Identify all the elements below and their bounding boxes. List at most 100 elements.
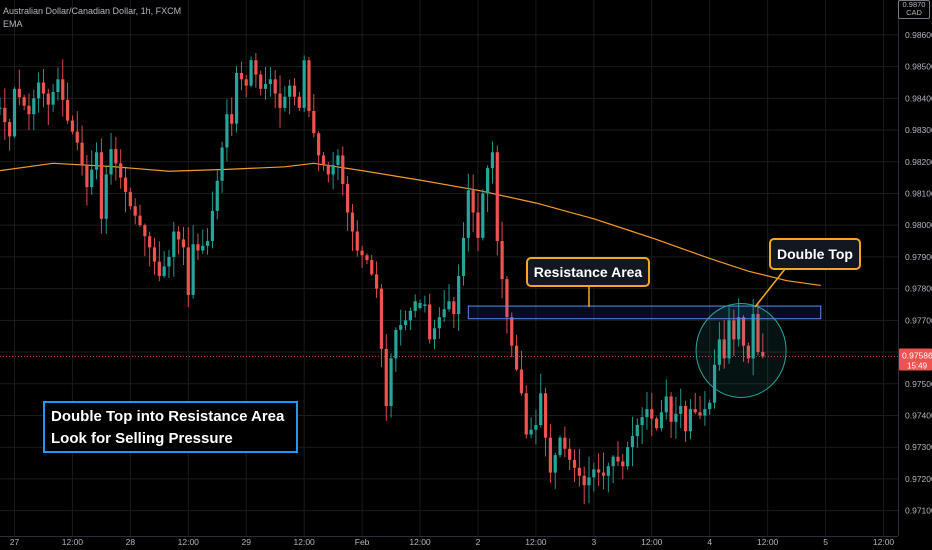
candle-body bbox=[587, 477, 591, 486]
candle-body bbox=[307, 60, 311, 112]
candle-body bbox=[548, 437, 552, 473]
x-tick-label: 2 bbox=[476, 537, 481, 547]
candle-body bbox=[437, 317, 441, 329]
price-axis-panel bbox=[898, 0, 932, 550]
candles-layer bbox=[0, 52, 765, 505]
candle-body bbox=[476, 212, 480, 238]
candle-body bbox=[529, 429, 533, 435]
candle-body bbox=[413, 301, 417, 311]
x-tick-label: 12:00 bbox=[409, 537, 431, 547]
candle-body bbox=[186, 247, 190, 295]
candle-body bbox=[70, 120, 75, 132]
candle-body bbox=[568, 448, 572, 460]
x-tick-label: 12:00 bbox=[178, 537, 200, 547]
candle-body bbox=[563, 437, 567, 449]
x-tick-label: 4 bbox=[707, 537, 712, 547]
x-tick-label: 12:00 bbox=[62, 537, 84, 547]
candle-body bbox=[167, 256, 171, 267]
candle-body bbox=[616, 456, 620, 462]
candle-body bbox=[717, 339, 721, 365]
candle-body bbox=[123, 177, 128, 192]
annotation-shapes bbox=[467, 268, 822, 398]
candle-body bbox=[360, 250, 364, 256]
candle-body bbox=[703, 409, 707, 416]
candle-body bbox=[302, 60, 306, 108]
candle-body bbox=[577, 467, 581, 476]
candle-body bbox=[495, 152, 499, 242]
candle-body bbox=[355, 231, 359, 251]
candle-body bbox=[239, 72, 243, 80]
candle-body bbox=[732, 320, 736, 340]
candle-body bbox=[152, 247, 157, 262]
candle-body bbox=[403, 320, 408, 326]
candle-body bbox=[3, 107, 7, 123]
x-tick-label: 12:00 bbox=[294, 537, 316, 547]
candle-body bbox=[457, 275, 461, 314]
candle-body bbox=[263, 84, 268, 89]
candle-body bbox=[374, 274, 379, 289]
candle-body bbox=[635, 424, 639, 437]
candle-body bbox=[148, 236, 152, 248]
currency-badge: 0.9870 CAD bbox=[898, 0, 930, 19]
candle-body bbox=[317, 133, 321, 156]
candle-body bbox=[143, 225, 147, 237]
ema-indicator-label[interactable]: EMA bbox=[3, 19, 23, 29]
candle-body bbox=[22, 97, 26, 106]
candle-body bbox=[606, 466, 610, 476]
symbol-title[interactable]: Australian Dollar/Canadian Dollar, 1h, F… bbox=[3, 6, 182, 16]
candle-body bbox=[177, 231, 181, 240]
candle-body bbox=[626, 447, 630, 467]
candle-body bbox=[341, 155, 345, 184]
candle-body bbox=[389, 358, 393, 406]
candle-body bbox=[297, 96, 301, 108]
candle-body bbox=[693, 409, 697, 413]
candle-body bbox=[399, 325, 403, 330]
candle-body bbox=[423, 304, 427, 307]
double-top-callout: Double Top bbox=[769, 238, 861, 270]
candle-body bbox=[601, 472, 606, 476]
candle-body bbox=[539, 393, 543, 425]
candle-body bbox=[114, 149, 118, 164]
candle-body bbox=[249, 60, 253, 86]
chart-grid bbox=[0, 0, 898, 536]
x-tick-label: 12:00 bbox=[757, 537, 779, 547]
candle-body bbox=[210, 210, 215, 242]
candle-body bbox=[94, 152, 99, 170]
double-top-circle bbox=[695, 302, 787, 398]
candle-body bbox=[428, 304, 432, 340]
candle-body bbox=[432, 328, 437, 340]
candle-body bbox=[379, 288, 384, 349]
candle-body bbox=[737, 317, 741, 340]
candle-body bbox=[331, 164, 335, 175]
candle-body bbox=[128, 191, 132, 207]
candle-body bbox=[283, 96, 287, 108]
candle-body bbox=[466, 190, 470, 238]
candle-body bbox=[37, 82, 41, 99]
candle-body bbox=[712, 364, 717, 403]
candle-body bbox=[727, 320, 731, 359]
candle-body bbox=[756, 313, 760, 353]
candle-body bbox=[384, 348, 388, 406]
candle-body bbox=[109, 149, 113, 175]
candle-body bbox=[597, 469, 601, 473]
candle-body bbox=[61, 79, 65, 100]
note-line-1: Double Top into Resistance Area bbox=[51, 408, 285, 425]
candle-body bbox=[321, 155, 326, 165]
candle-body bbox=[196, 244, 200, 251]
x-tick-label: 28 bbox=[126, 537, 136, 547]
candle-body bbox=[201, 245, 205, 251]
candle-body bbox=[65, 99, 70, 121]
candle-body bbox=[162, 266, 166, 276]
candle-body bbox=[751, 313, 755, 359]
